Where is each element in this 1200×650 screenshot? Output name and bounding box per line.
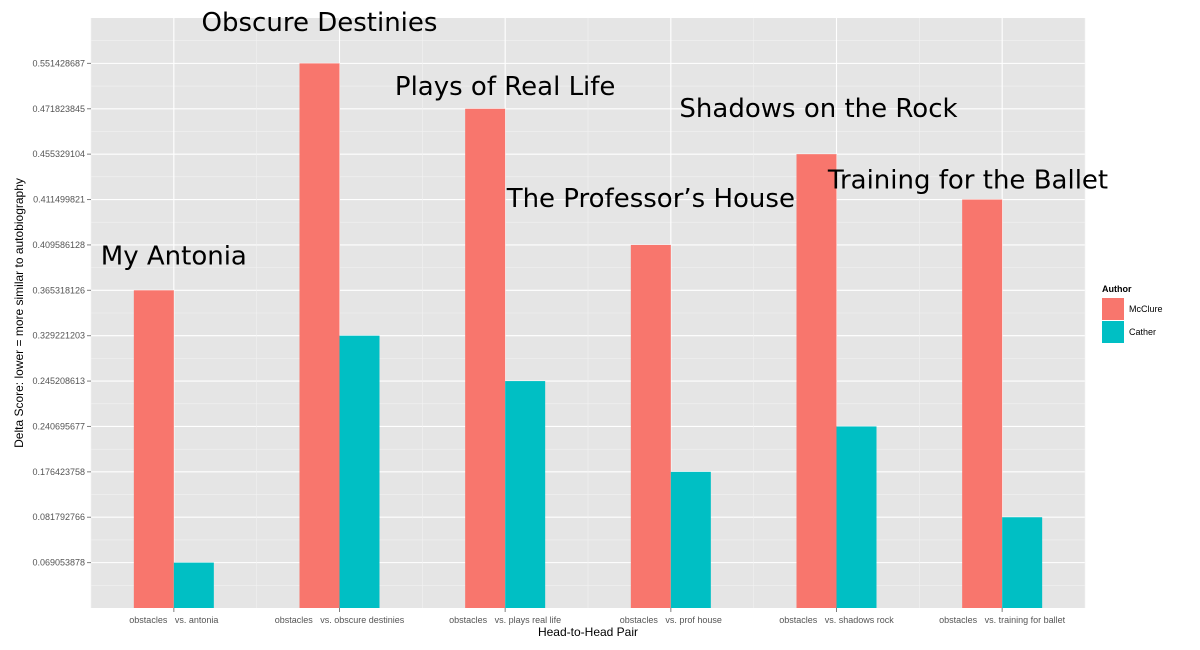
y-tick-label: 0.365318126 <box>32 285 85 295</box>
y-axis-ticks: 0.069053878 0.081792766 0.176423758 0.24069… <box>32 58 91 568</box>
y-tick-label: 0.411499821 <box>33 195 85 205</box>
bars <box>133 63 1043 609</box>
bar-mcclure <box>465 108 506 609</box>
legend-label-mcclure: McClure <box>1129 304 1163 314</box>
x-axis-ticks: obstacles vs. antonia obstacles vs. obscu… <box>129 608 1066 625</box>
y-axis-title: Delta Score: lower = more similar to aut… <box>12 178 26 448</box>
bar-mcclure <box>133 290 174 608</box>
legend: Author McClure Cather <box>1102 284 1163 343</box>
x-tick-label: obstacles vs. training for ballet <box>939 615 1066 625</box>
y-tick-label: 0.471823845 <box>32 104 85 114</box>
bar-cather <box>505 381 546 608</box>
bar-annotation: Obscure Destinies <box>202 8 438 38</box>
legend-swatch-cather <box>1102 321 1124 343</box>
legend-swatch-mcclure <box>1102 298 1124 320</box>
y-tick-label: 0.409586128 <box>32 240 85 250</box>
x-tick-label: obstacles vs. plays real life <box>449 615 561 625</box>
bar-annotation: Training for the Ballet <box>827 166 1108 196</box>
bar-annotation: Shadows on the Rock <box>679 94 957 124</box>
bar-cather <box>339 335 380 608</box>
bar-cather <box>836 426 877 608</box>
bar-annotations: My Antonia Obscure Destinies Plays of Real… <box>101 8 1108 271</box>
bar-annotation: Plays of Real Life <box>395 72 616 102</box>
bar-mcclure <box>630 244 671 608</box>
y-tick-label: 0.455329104 <box>32 149 85 159</box>
bar-annotation: My Antonia <box>101 241 247 271</box>
bar-annotation: The Professor’s House <box>506 184 795 214</box>
y-tick-label: 0.176423758 <box>32 467 85 477</box>
x-tick-label: obstacles vs. obscure destinies <box>275 615 405 625</box>
bar-cather <box>670 471 711 608</box>
y-tick-label: 0.081792766 <box>32 512 85 522</box>
bar-cather <box>173 562 214 608</box>
legend-label-cather: Cather <box>1129 327 1156 337</box>
bar-mcclure <box>962 199 1003 609</box>
legend-title: Author <box>1102 284 1132 294</box>
x-tick-label: obstacles vs. shadows rock <box>779 615 894 625</box>
y-tick-label: 0.329221203 <box>32 331 85 341</box>
bar-cather <box>1002 517 1043 608</box>
y-tick-label: 0.551428687 <box>32 58 85 68</box>
bar-mcclure <box>796 154 837 608</box>
bar-mcclure <box>299 63 340 608</box>
y-tick-label: 0.240695677 <box>32 421 85 431</box>
x-tick-label: obstacles vs. prof house <box>620 615 722 625</box>
x-tick-label: obstacles vs. antonia <box>129 615 218 625</box>
x-axis-title: Head-to-Head Pair <box>538 625 638 639</box>
y-tick-label: 0.245208613 <box>32 376 85 386</box>
y-tick-label: 0.069053878 <box>32 558 85 568</box>
